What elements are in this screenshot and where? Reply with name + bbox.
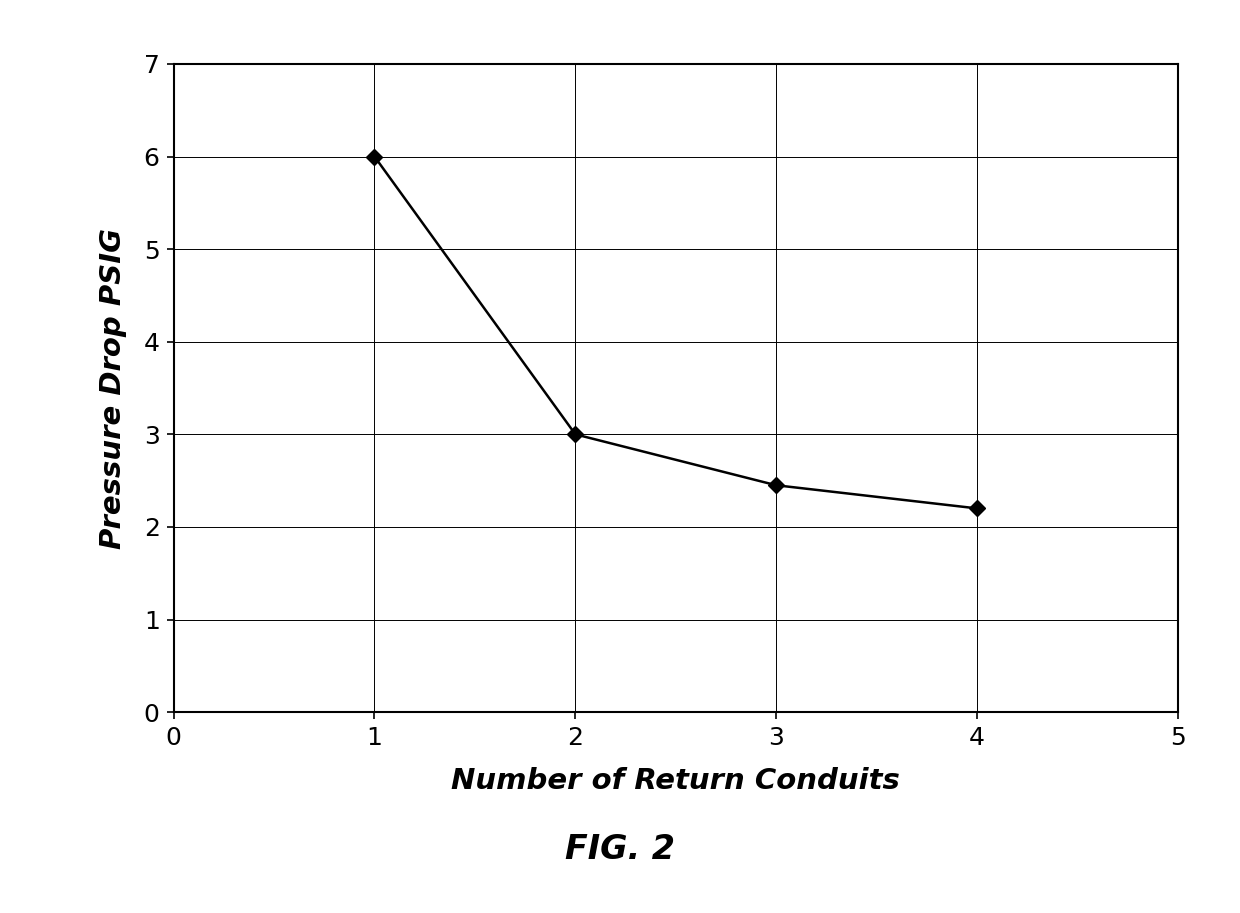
X-axis label: Number of Return Conduits: Number of Return Conduits xyxy=(451,767,900,794)
Text: FIG. 2: FIG. 2 xyxy=(565,833,675,866)
Y-axis label: Pressure Drop PSIG: Pressure Drop PSIG xyxy=(99,227,126,549)
